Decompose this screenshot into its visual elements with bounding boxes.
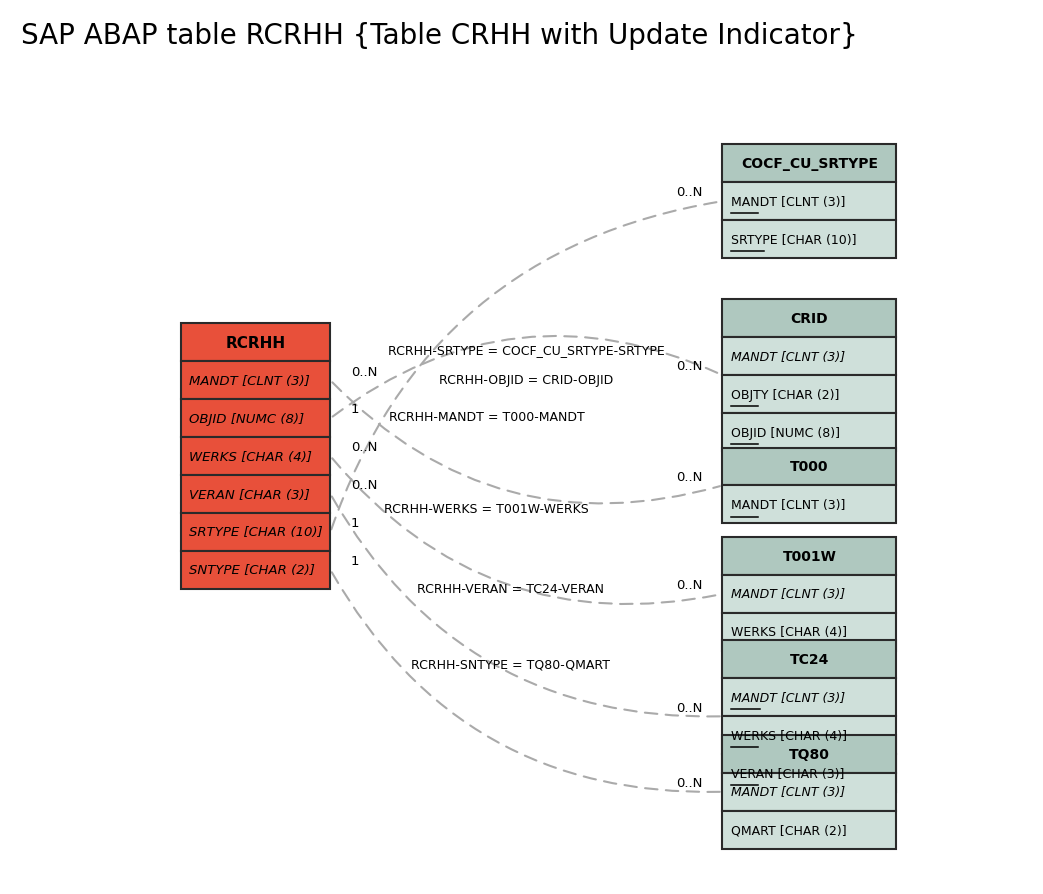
FancyArrowPatch shape [332, 202, 720, 530]
Text: T000: T000 [791, 460, 828, 474]
Bar [723, 183, 896, 221]
Text: 0..N: 0..N [676, 701, 702, 713]
Text: MANDT [CLNT (3)]: MANDT [CLNT (3)] [730, 786, 845, 798]
Bar [723, 773, 896, 811]
Bar [723, 448, 896, 485]
Bar [723, 613, 896, 651]
Bar [723, 414, 896, 451]
Bar [180, 438, 331, 476]
Text: RCRHH-OBJID = CRID-OBJID: RCRHH-OBJID = CRID-OBJID [439, 374, 613, 387]
Text: 1: 1 [350, 517, 359, 529]
Text: MANDT [CLNT (3)]: MANDT [CLNT (3)] [189, 375, 310, 387]
Bar [180, 476, 331, 513]
Text: VERAN [CHAR (3)]: VERAN [CHAR (3)] [730, 767, 844, 780]
FancyArrowPatch shape [333, 459, 720, 604]
Text: WERKS [CHAR (4)]: WERKS [CHAR (4)] [189, 451, 312, 463]
FancyArrowPatch shape [332, 573, 720, 792]
Text: 0..N: 0..N [676, 470, 702, 483]
Text: SRTYPE [CHAR (10)]: SRTYPE [CHAR (10)] [189, 526, 322, 539]
Bar [723, 375, 896, 414]
FancyArrowPatch shape [333, 336, 720, 417]
Bar [180, 400, 331, 438]
Text: 1: 1 [350, 554, 359, 568]
Text: RCRHH-WERKS = T001W-WERKS: RCRHH-WERKS = T001W-WERKS [385, 502, 589, 515]
Text: 0..N: 0..N [676, 186, 702, 199]
Text: SNTYPE [CHAR (2)]: SNTYPE [CHAR (2)] [189, 564, 315, 577]
Text: RCRHH-SRTYPE = COCF_CU_SRTYPE-SRTYPE: RCRHH-SRTYPE = COCF_CU_SRTYPE-SRTYPE [388, 344, 664, 357]
Text: COCF_CU_SRTYPE: COCF_CU_SRTYPE [741, 157, 878, 171]
Text: VERAN [CHAR (3)]: VERAN [CHAR (3)] [189, 488, 310, 501]
Bar [723, 755, 896, 792]
Bar [723, 811, 896, 848]
Text: MANDT [CLNT (3)]: MANDT [CLNT (3)] [730, 588, 845, 601]
Text: RCRHH-SNTYPE = TQ80-QMART: RCRHH-SNTYPE = TQ80-QMART [411, 658, 610, 670]
FancyArrowPatch shape [332, 497, 720, 717]
Bar [180, 552, 331, 589]
FancyArrowPatch shape [333, 383, 720, 504]
Text: SRTYPE [CHAR (10)]: SRTYPE [CHAR (10)] [730, 233, 856, 246]
Text: RCRHH-MANDT = T000-MANDT: RCRHH-MANDT = T000-MANDT [389, 410, 585, 423]
Bar [723, 221, 896, 258]
Text: WERKS [CHAR (4)]: WERKS [CHAR (4)] [730, 729, 847, 742]
Text: 0..N: 0..N [350, 441, 377, 454]
Bar [180, 362, 331, 400]
Text: WERKS [CHAR (4)]: WERKS [CHAR (4)] [730, 626, 847, 638]
Text: SAP ABAP table RCRHH {Table CRHH with Update Indicator}: SAP ABAP table RCRHH {Table CRHH with Up… [21, 22, 857, 50]
Text: MANDT [CLNT (3)]: MANDT [CLNT (3)] [730, 350, 845, 363]
Bar [723, 300, 896, 338]
Text: 0..N: 0..N [676, 360, 702, 373]
Text: TQ80: TQ80 [789, 747, 830, 761]
Text: QMART [CHAR (2)]: QMART [CHAR (2)] [730, 823, 846, 836]
Text: T001W: T001W [782, 550, 836, 563]
Text: 0..N: 0..N [350, 365, 377, 378]
Bar [180, 513, 331, 552]
Text: RCRHH-VERAN = TC24-VERAN: RCRHH-VERAN = TC24-VERAN [417, 582, 604, 595]
Text: 0..N: 0..N [676, 776, 702, 789]
Text: TC24: TC24 [790, 653, 829, 667]
Text: 0..N: 0..N [350, 479, 377, 492]
Bar [723, 145, 896, 183]
Bar [723, 679, 896, 716]
Bar [723, 576, 896, 613]
Bar [723, 537, 896, 576]
Text: MANDT [CLNT (3)]: MANDT [CLNT (3)] [730, 498, 845, 511]
Bar [723, 485, 896, 524]
Bar [723, 716, 896, 755]
Text: 0..N: 0..N [676, 578, 702, 592]
Text: MANDT [CLNT (3)]: MANDT [CLNT (3)] [730, 691, 845, 704]
Text: CRID: CRID [791, 312, 828, 326]
Bar [180, 325, 331, 362]
Bar [723, 338, 896, 375]
Text: 1: 1 [350, 403, 359, 416]
Text: RCRHH: RCRHH [225, 335, 286, 350]
Bar [723, 735, 896, 773]
Bar [723, 641, 896, 679]
Text: OBJTY [CHAR (2)]: OBJTY [CHAR (2)] [730, 388, 839, 401]
Text: MANDT [CLNT (3)]: MANDT [CLNT (3)] [730, 196, 845, 208]
Text: OBJID [NUMC (8)]: OBJID [NUMC (8)] [189, 412, 305, 426]
Text: OBJID [NUMC (8)]: OBJID [NUMC (8)] [730, 426, 840, 439]
